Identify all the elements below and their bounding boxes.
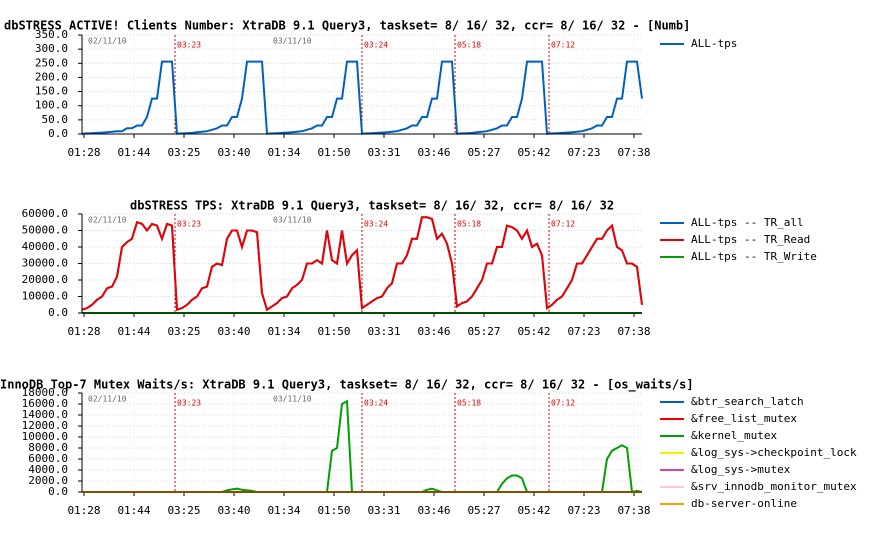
- x-tick-label: 01:28: [67, 504, 100, 517]
- x-tick-label: 05:27: [467, 325, 500, 338]
- x-tick-label: 05:42: [517, 325, 550, 338]
- run-marker-label: 03:23: [177, 399, 201, 408]
- y-tick-label: 14000.0: [22, 408, 68, 421]
- y-tick-label: 350.0: [35, 28, 68, 41]
- x-tick-label: 03:25: [167, 504, 200, 517]
- x-tick-label: 01:28: [67, 325, 100, 338]
- legend-label: &btr_search_latch: [691, 395, 804, 408]
- x-tick-label: 07:23: [567, 325, 600, 338]
- x-tick-label: 05:27: [467, 504, 500, 517]
- run-marker-label: 05:18: [457, 41, 481, 50]
- date-label: 03/11/10: [273, 216, 312, 225]
- date-label: 02/11/10: [88, 395, 127, 404]
- y-tick-label: 10000.0: [22, 430, 68, 443]
- y-tick-label: 250.0: [35, 56, 68, 69]
- legend-label: ALL-tps -- TR_Write: [691, 250, 817, 263]
- x-tick-label: 03:25: [167, 146, 200, 159]
- x-tick-label: 03:31: [367, 504, 400, 517]
- legend-label: ALL-tps -- TR_all: [691, 216, 804, 229]
- x-tick-label: 01:28: [67, 146, 100, 159]
- x-tick-label: 07:23: [567, 504, 600, 517]
- legend-label: &log_sys->checkpoint_lock: [691, 446, 857, 459]
- x-tick-label: 07:23: [567, 146, 600, 159]
- y-tick-label: 0.0: [48, 127, 68, 140]
- legend-label: ALL-tps -- TR_Read: [691, 233, 810, 246]
- x-tick-label: 03:25: [167, 325, 200, 338]
- series-line: [81, 216, 643, 312]
- chart-title: dbSTRESS ACTIVE! Clients Number: XtraDB …: [4, 19, 690, 33]
- x-tick-label: 07:38: [617, 146, 650, 159]
- legend-label: &log_sys->mutex: [691, 463, 791, 476]
- x-tick-label: 03:31: [367, 325, 400, 338]
- y-tick-label: 2000.0: [28, 474, 68, 487]
- x-tick-label: 01:34: [267, 325, 300, 338]
- y-tick-label: 30000.0: [22, 257, 68, 270]
- run-marker-label: 07:12: [551, 399, 575, 408]
- run-marker-label: 03:24: [364, 220, 388, 229]
- y-tick-label: 50000.0: [22, 224, 68, 237]
- x-tick-label: 01:50: [317, 325, 350, 338]
- x-tick-label: 05:42: [517, 146, 550, 159]
- x-tick-label: 03:46: [417, 504, 450, 517]
- date-label: 03/11/10: [273, 37, 312, 46]
- x-tick-label: 01:50: [317, 504, 350, 517]
- y-tick-label: 12000.0: [22, 419, 68, 432]
- y-tick-label: 8000.0: [28, 441, 68, 454]
- y-tick-label: 60000.0: [22, 207, 68, 220]
- x-tick-label: 03:40: [217, 325, 250, 338]
- y-tick-label: 16000.0: [22, 397, 68, 410]
- y-tick-label: 4000.0: [28, 463, 68, 476]
- x-tick-label: 07:38: [617, 504, 650, 517]
- x-tick-label: 01:44: [117, 146, 150, 159]
- y-tick-label: 0.0: [48, 485, 68, 498]
- chart-title: InnoDB Top-7 Mutex Waits/s: XtraDB 9.1 Q…: [0, 378, 694, 393]
- x-tick-label: 03:40: [217, 504, 250, 517]
- x-tick-label: 01:44: [117, 504, 150, 517]
- legend-label: &kernel_mutex: [691, 429, 777, 442]
- run-marker-label: 03:24: [364, 41, 388, 50]
- date-label: 02/11/10: [88, 216, 127, 225]
- x-tick-label: 05:42: [517, 504, 550, 517]
- run-marker-label: 03:23: [177, 41, 201, 50]
- x-tick-label: 03:46: [417, 325, 450, 338]
- y-tick-label: 100.0: [35, 99, 68, 112]
- x-tick-label: 03:40: [217, 146, 250, 159]
- run-marker-label: 03:23: [177, 220, 201, 229]
- y-tick-label: 6000.0: [28, 452, 68, 465]
- x-tick-label: 05:27: [467, 146, 500, 159]
- y-tick-label: 18000.0: [22, 386, 68, 399]
- x-tick-label: 01:50: [317, 146, 350, 159]
- y-tick-label: 0.0: [48, 306, 68, 319]
- legend-label: db-server-online: [691, 497, 797, 510]
- legend-label: &free_list_mutex: [691, 412, 797, 425]
- y-tick-label: 50.0: [42, 113, 69, 126]
- run-marker-label: 05:18: [457, 399, 481, 408]
- y-tick-label: 150.0: [35, 85, 68, 98]
- y-tick-label: 200.0: [35, 70, 68, 83]
- y-tick-label: 40000.0: [22, 240, 68, 253]
- y-tick-label: 10000.0: [22, 290, 68, 303]
- run-marker-label: 07:12: [551, 220, 575, 229]
- legend-label: &srv_innodb_monitor_mutex: [691, 480, 857, 493]
- run-marker-label: 07:12: [551, 41, 575, 50]
- date-label: 02/11/10: [88, 37, 127, 46]
- x-tick-label: 01:44: [117, 325, 150, 338]
- legend-label: ALL-tps: [691, 37, 737, 50]
- run-marker-label: 03:24: [364, 399, 388, 408]
- date-label: 03/11/10: [273, 395, 312, 404]
- y-tick-label: 300.0: [35, 42, 68, 55]
- y-tick-label: 20000.0: [22, 273, 68, 286]
- x-tick-label: 01:34: [267, 146, 300, 159]
- x-tick-label: 03:31: [367, 146, 400, 159]
- x-tick-label: 01:34: [267, 504, 300, 517]
- x-tick-label: 03:46: [417, 146, 450, 159]
- x-tick-label: 07:38: [617, 325, 650, 338]
- run-marker-label: 05:18: [457, 220, 481, 229]
- chart-title: dbSTRESS TPS: XtraDB 9.1 Query3, taskset…: [130, 199, 614, 213]
